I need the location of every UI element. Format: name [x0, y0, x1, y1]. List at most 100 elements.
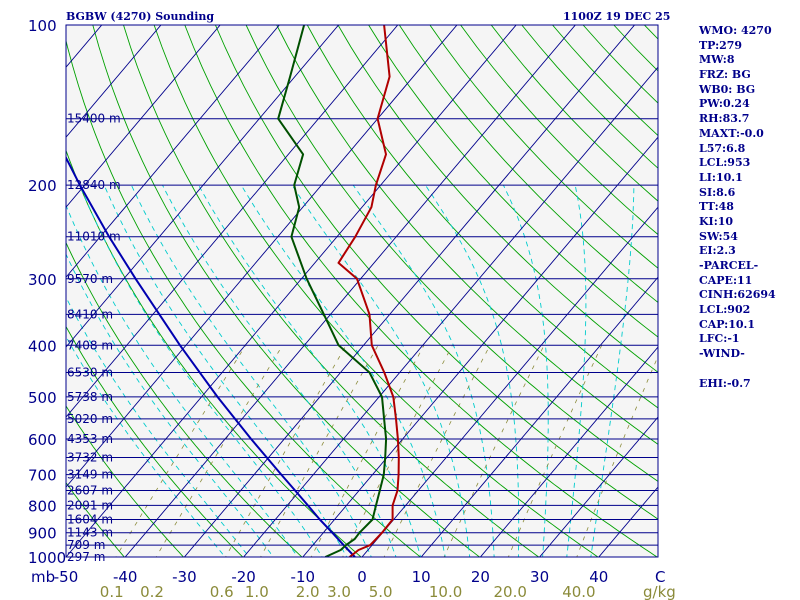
- isotherm: [66, 25, 162, 138]
- moist-adiabat: [130, 184, 372, 557]
- index-item: SI:8.6: [699, 185, 736, 199]
- pressure-tick-label: 900: [28, 525, 57, 543]
- isotherm: [183, 25, 636, 557]
- index-item: CINH:62694: [699, 288, 776, 302]
- mixing-ratio-label: 0.6: [210, 583, 234, 600]
- mixing-ratio-label: 0.1: [100, 583, 124, 600]
- pressure-tick-label: 100: [28, 17, 57, 35]
- moist-adiabat: [502, 184, 549, 557]
- moist-adiabat: [590, 185, 635, 557]
- pressure-tick-label: 1000: [28, 549, 66, 567]
- height-label: 297 m: [67, 550, 105, 564]
- isotherm: [479, 346, 658, 557]
- isotherm: [420, 276, 658, 557]
- temperature-tick-label: 0: [357, 568, 367, 586]
- temperature-tick-label: 20: [471, 568, 490, 586]
- index-item: -PARCEL-: [699, 259, 759, 272]
- temperature-tick-label: -50: [54, 568, 79, 586]
- index-item: RH:83.7: [699, 112, 750, 126]
- isotherm: [66, 25, 221, 208]
- height-label: 11010 m: [67, 230, 121, 244]
- isotherm: [361, 206, 658, 557]
- height-label: 1143 m: [67, 526, 113, 540]
- mixing-ratio-line: [576, 355, 658, 557]
- moist-adiabat: [240, 184, 446, 557]
- height-label: 3149 m: [67, 468, 113, 482]
- isotherm: [66, 25, 399, 418]
- temperature-tick-label: -40: [113, 568, 138, 586]
- height-label: 2607 m: [67, 484, 113, 498]
- isotherm: [66, 25, 280, 278]
- pressure-tick-label: 400: [28, 337, 57, 355]
- index-item: TT:48: [699, 200, 734, 214]
- pressure-tick-label: 800: [28, 497, 57, 515]
- valid-time: 1100Z 19 DEC 25: [563, 10, 670, 23]
- index-item: TP:279: [699, 38, 743, 52]
- mixing-ratio-line: [260, 345, 379, 557]
- temperature-trace: [337, 25, 400, 557]
- isotherm: [539, 416, 658, 557]
- index-item: KI:10: [699, 214, 734, 228]
- mixing-ratio-line: [507, 345, 603, 557]
- pressure-tick-label: 700: [28, 467, 57, 485]
- index-item: LFC:-1: [699, 332, 740, 346]
- moist-adiabat: [566, 185, 587, 557]
- isotherm: [66, 25, 517, 557]
- mixing-ratio-label: 0.2: [140, 583, 164, 600]
- dry-adiabat: [66, 325, 244, 557]
- pressure-tick-label: 300: [28, 271, 57, 289]
- moist-adiabat: [352, 184, 495, 557]
- height-label: 12840 m: [67, 178, 121, 192]
- mixing-ratio-label: 5.0: [369, 583, 393, 600]
- dry-adiabat: [245, 25, 658, 482]
- dry-adiabat: [92, 25, 481, 557]
- dry-adiabat: [429, 25, 658, 269]
- temperature-tick-label: -20: [231, 568, 256, 586]
- dry-adiabat: [337, 25, 658, 373]
- moist-adiabat: [79, 184, 323, 557]
- temperature-tick-label: 40: [589, 568, 608, 586]
- dry-adiabat: [398, 25, 658, 303]
- index-item: SW:54: [699, 229, 738, 243]
- index-item: -WIND-: [699, 347, 745, 361]
- moist-adiabat: [198, 184, 422, 557]
- mixing-ratio-label: 10.0: [429, 583, 462, 600]
- moist-adiabat: [66, 335, 226, 557]
- dry-adiabat: [368, 25, 658, 338]
- index-item: LI:10.1: [699, 170, 743, 184]
- mixing-ratio-label: 20.0: [494, 583, 527, 600]
- dry-adiabat: [276, 25, 658, 445]
- height-label: 5738 m: [67, 390, 113, 404]
- dry-adiabat: [66, 405, 185, 557]
- parcel-trace: [66, 155, 356, 557]
- mixing-ratio-label: 40.0: [562, 583, 595, 600]
- height-label: 7408 m: [67, 338, 113, 352]
- index-item: LCL:902: [699, 303, 751, 317]
- dry-adiabat: [66, 481, 125, 557]
- height-label: 709 m: [67, 538, 105, 552]
- plot-area: [65, 24, 659, 558]
- index-item: MAXT:-0.0: [699, 126, 764, 140]
- pressure-unit-label: mb: [31, 568, 55, 586]
- dry-adiabat: [153, 25, 599, 557]
- moist-adiabat: [162, 184, 397, 557]
- stability-indices-panel: WMO: 4270 TP:279 MW:8 FRZ: BG WB0: BG PW:0.24…: [699, 24, 776, 391]
- dry-adiabat: [214, 25, 658, 520]
- index-item: LCL:953: [699, 156, 751, 170]
- isotherm: [302, 136, 658, 557]
- height-label: 5020 m: [67, 412, 113, 426]
- mixing-ratio-label: 1.0: [245, 583, 269, 600]
- mixing-ratio-line: [115, 345, 247, 557]
- index-item: PW:0.24: [699, 97, 750, 111]
- isotherm: [243, 66, 658, 557]
- index-item: EHI:-0.7: [699, 376, 751, 390]
- mixing-ratio-label: 3.0: [327, 583, 351, 600]
- dry-adiabat: [306, 25, 658, 409]
- index-item: [699, 362, 776, 377]
- temperature-tick-label: 30: [530, 568, 549, 586]
- index-item: L57:6.8: [699, 141, 746, 155]
- pressure-tick-label: 500: [28, 389, 57, 407]
- height-label: 1604 m: [67, 513, 113, 527]
- chart-title: BGBW (4270) Sounding: [66, 10, 214, 23]
